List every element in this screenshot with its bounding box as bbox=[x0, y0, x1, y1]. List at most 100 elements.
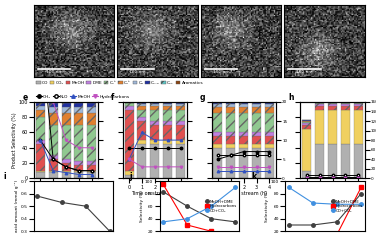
Line: MeOH+DME: MeOH+DME bbox=[161, 190, 237, 223]
Text: g: g bbox=[200, 93, 205, 102]
Y-axis label: acid amount (mmol g⁻¹): acid amount (mmol g⁻¹) bbox=[15, 180, 19, 232]
Bar bbox=[214, 107, 223, 113]
Bar bbox=[62, 113, 71, 125]
Line: Hydrocarbons: Hydrocarbons bbox=[287, 185, 363, 236]
Bar bbox=[87, 161, 96, 164]
Bar bbox=[74, 102, 83, 103]
Bar bbox=[163, 140, 172, 144]
Bar bbox=[124, 110, 133, 171]
Bar bbox=[265, 103, 274, 104]
Bar bbox=[239, 104, 248, 107]
MeOH+DME bbox=[233, 220, 238, 223]
CO+CO₂ bbox=[335, 203, 339, 206]
Bar bbox=[354, 144, 363, 178]
Bar bbox=[252, 144, 261, 148]
Bar bbox=[49, 113, 58, 125]
Bar bbox=[150, 104, 159, 106]
Bar bbox=[150, 144, 159, 178]
Bar bbox=[265, 136, 274, 144]
Bar bbox=[87, 107, 96, 113]
Bar bbox=[226, 107, 235, 113]
Bar bbox=[252, 136, 261, 144]
Bar bbox=[87, 171, 96, 172]
X-axis label: Time on stream (h): Time on stream (h) bbox=[131, 191, 178, 196]
Hydrocarbons bbox=[209, 230, 214, 233]
Bar bbox=[74, 164, 83, 171]
Bar bbox=[265, 102, 274, 103]
MeOH+DME bbox=[311, 223, 315, 226]
Bar bbox=[87, 103, 96, 107]
Bar bbox=[239, 144, 248, 148]
Bar bbox=[302, 125, 311, 129]
Bar bbox=[239, 136, 248, 144]
Bar bbox=[328, 106, 337, 110]
Bar bbox=[36, 171, 45, 172]
Y-axis label: Selectivity (%): Selectivity (%) bbox=[265, 190, 269, 222]
Hydrocarbons bbox=[233, 233, 238, 236]
Bar bbox=[163, 125, 172, 140]
Bar bbox=[341, 103, 350, 104]
Bar bbox=[49, 125, 58, 155]
Bar bbox=[62, 159, 71, 163]
Bar bbox=[252, 103, 261, 104]
Bar bbox=[176, 103, 185, 104]
Bar bbox=[74, 172, 83, 178]
Bar bbox=[49, 107, 58, 113]
Bar bbox=[49, 172, 58, 178]
Bar bbox=[315, 103, 324, 104]
Y-axis label: Product Selectivity (%): Product Selectivity (%) bbox=[12, 112, 17, 168]
Bar bbox=[163, 103, 172, 104]
Bar bbox=[176, 144, 185, 178]
Bar bbox=[176, 104, 185, 106]
X-axis label: Time on stream (h): Time on stream (h) bbox=[42, 191, 89, 196]
Bar bbox=[214, 144, 223, 148]
X-axis label: Time on stream (h): Time on stream (h) bbox=[220, 191, 267, 196]
Bar bbox=[150, 110, 159, 121]
Bar bbox=[176, 110, 185, 121]
Bar bbox=[226, 102, 235, 103]
Bar bbox=[226, 148, 235, 178]
Bar bbox=[176, 125, 185, 140]
Bar bbox=[354, 106, 363, 110]
Bar bbox=[328, 104, 337, 106]
Bar bbox=[62, 103, 71, 107]
Bar bbox=[36, 110, 45, 117]
Bar bbox=[163, 106, 172, 110]
Bar bbox=[49, 102, 58, 103]
Hydrocarbons bbox=[359, 186, 363, 189]
Bar bbox=[36, 106, 45, 110]
Bar bbox=[341, 106, 350, 110]
Bar bbox=[163, 144, 172, 178]
Bar bbox=[138, 104, 147, 106]
Bar bbox=[265, 148, 274, 178]
Bar bbox=[239, 113, 248, 132]
Bar bbox=[49, 159, 58, 171]
X-axis label: Time on stream (h): Time on stream (h) bbox=[309, 191, 356, 196]
Bar bbox=[328, 144, 337, 178]
Hydrocarbons bbox=[185, 223, 190, 226]
Bar bbox=[252, 104, 261, 107]
Bar bbox=[302, 123, 311, 125]
CO+CO₂ bbox=[233, 186, 238, 189]
Bar bbox=[214, 102, 223, 103]
Bar bbox=[138, 121, 147, 140]
Bar bbox=[315, 110, 324, 144]
MeOH+DME bbox=[359, 192, 363, 195]
Bar bbox=[150, 106, 159, 110]
MeOH+DME bbox=[335, 220, 339, 223]
Legend: MeOH+DME, Hydrocarbons, CO+CO₂: MeOH+DME, Hydrocarbons, CO+CO₂ bbox=[331, 200, 363, 213]
Bar bbox=[163, 121, 172, 125]
Bar bbox=[36, 102, 45, 103]
Bar bbox=[302, 122, 311, 123]
Bar bbox=[87, 102, 96, 103]
Bar bbox=[62, 171, 71, 172]
Bar bbox=[302, 171, 311, 178]
Bar bbox=[36, 172, 45, 178]
Bar bbox=[138, 144, 147, 178]
Bar bbox=[302, 121, 311, 122]
Bar bbox=[87, 164, 96, 171]
Bar bbox=[265, 104, 274, 107]
Bar bbox=[62, 172, 71, 178]
Bar bbox=[74, 103, 83, 107]
Bar bbox=[354, 103, 363, 104]
